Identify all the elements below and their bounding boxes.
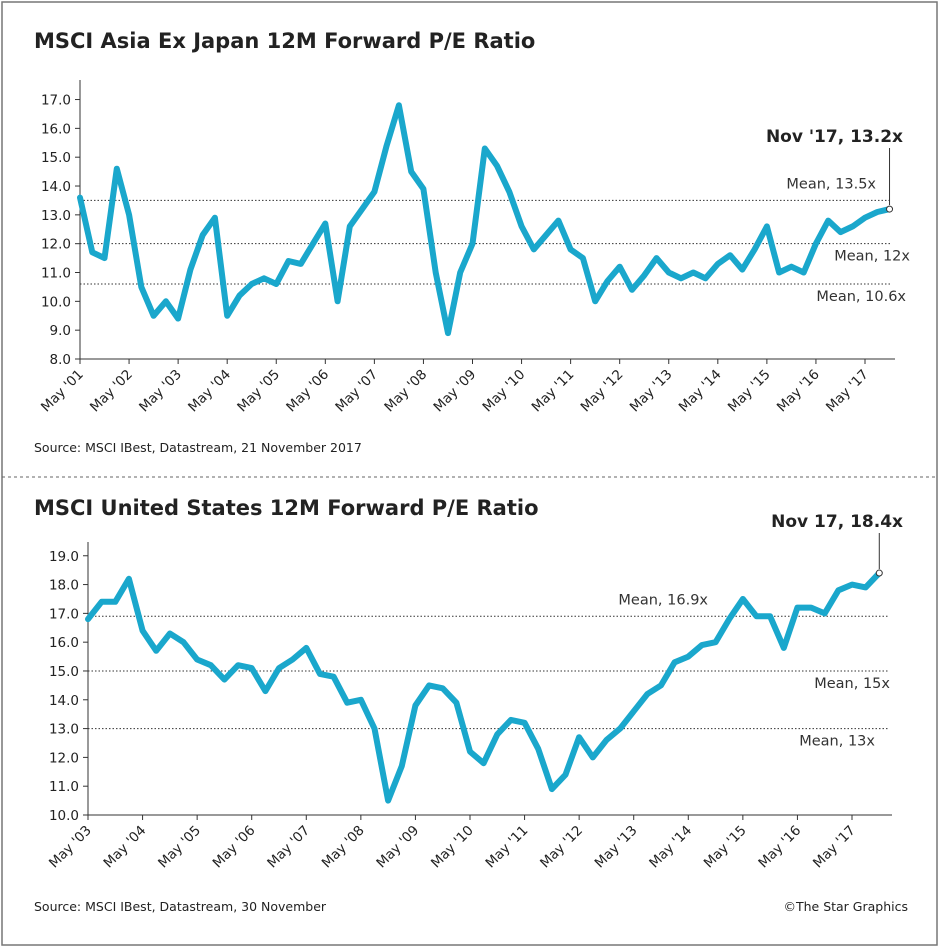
x-tick-label: May '08 (381, 367, 430, 416)
x-tick-label: May '15 (725, 367, 774, 416)
y-tick-label: 17.0 (41, 93, 71, 109)
y-tick-label: 13.0 (41, 208, 71, 224)
y-tick-label: 10.0 (41, 294, 71, 310)
y-tick-label: 15.0 (49, 664, 79, 680)
x-tick-label: May '14 (646, 823, 695, 872)
x-tick-label: May '05 (155, 823, 204, 872)
y-tick-label: 9.0 (50, 323, 71, 339)
y-tick-label: 16.0 (49, 635, 79, 651)
annotation: Nov '17, 13.2x (766, 127, 903, 147)
mean-label: Mean, 15x (814, 676, 890, 692)
y-tick-label: 12.0 (41, 237, 71, 253)
x-tick-label: May '10 (480, 367, 529, 416)
x-tick-label: May '03 (46, 823, 95, 872)
x-tick-label: May '12 (537, 823, 586, 872)
series-line (77, 102, 893, 337)
y-tick-label: 15.0 (41, 150, 71, 166)
y-tick-label: 11.0 (41, 266, 71, 282)
x-tick-label: May '13 (592, 823, 641, 872)
x-tick-label: May '09 (430, 367, 479, 416)
x-tick-label: May '16 (774, 367, 823, 416)
x-tick-label: May '03 (136, 367, 185, 416)
chart-title: MSCI United States 12M Forward P/E Ratio (34, 496, 539, 520)
x-tick-label: May '14 (676, 367, 725, 416)
x-tick-label: May '11 (483, 823, 532, 872)
x-tick-label: May '11 (529, 367, 578, 416)
y-tick-label: 13.0 (49, 722, 79, 738)
x-tick-label: May '10 (428, 823, 477, 872)
y-tick-label: 11.0 (49, 779, 79, 795)
x-tick-label: May '01 (38, 367, 87, 416)
x-tick-label: May '07 (332, 367, 381, 416)
x-tick-label: May '17 (823, 367, 872, 416)
y-tick-label: 8.0 (50, 352, 71, 368)
y-tick-label: 10.0 (49, 808, 79, 824)
y-tick-label: 12.0 (49, 750, 79, 766)
y-tick-label: 18.0 (49, 578, 79, 594)
credit: ©The Star Graphics (783, 899, 908, 914)
annotation: Nov 17, 18.4x (771, 512, 903, 532)
mean-label: Mean, 12x (834, 249, 910, 265)
y-tick-label: 14.0 (49, 693, 79, 709)
mean-label: Mean, 13x (799, 734, 875, 750)
mean-label: Mean, 16.9x (618, 592, 708, 608)
y-tick-label: 17.0 (49, 606, 79, 622)
mean-label: Mean, 10.6x (816, 289, 906, 305)
x-tick-label: May '04 (101, 823, 150, 872)
mean-label: Mean, 13.5x (786, 176, 876, 192)
end-point (875, 569, 883, 577)
y-tick-label: 14.0 (41, 179, 71, 195)
x-tick-label: May '15 (701, 823, 750, 872)
x-tick-label: May '09 (373, 823, 422, 872)
chart-title: MSCI Asia Ex Japan 12M Forward P/E Ratio (34, 29, 535, 53)
x-tick-label: May '04 (185, 367, 234, 416)
x-tick-label: May '08 (319, 823, 368, 872)
x-tick-label: May '02 (87, 367, 136, 416)
y-tick-label: 19.0 (49, 549, 79, 565)
x-tick-label: May '13 (627, 367, 676, 416)
end-point (886, 205, 894, 213)
source: Source: MSCI IBest, Datastream, 21 Novem… (34, 440, 362, 455)
source: Source: MSCI IBest, Datastream, 30 Novem… (34, 899, 327, 914)
x-tick-label: May '17 (810, 823, 859, 872)
y-tick-label: 16.0 (41, 121, 71, 137)
x-tick-label: May '06 (210, 823, 259, 872)
x-tick-label: May '05 (234, 367, 283, 416)
x-tick-label: May '07 (264, 823, 313, 872)
x-tick-label: May '16 (755, 823, 804, 872)
x-tick-label: May '06 (283, 367, 332, 416)
series-line (85, 570, 883, 804)
x-tick-label: May '12 (578, 367, 627, 416)
